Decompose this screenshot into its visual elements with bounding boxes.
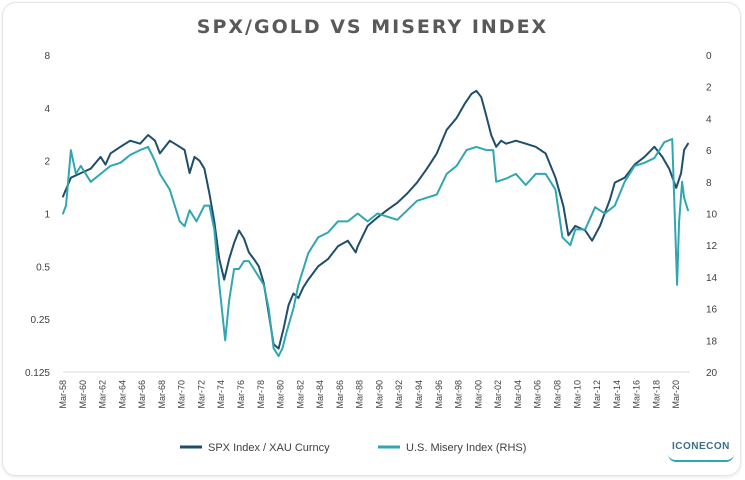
x-tick-label: Mar-96 [434,380,444,409]
x-tick-label: Mar-70 [177,380,187,409]
right-tick-label: 8 [706,178,712,189]
iconecon-logo: ICONECON [672,441,730,452]
x-tick-label: Mar-62 [98,380,108,409]
legend-label: U.S. Misery Index (RHS) [406,442,526,454]
x-tick-label: Mar-00 [473,380,483,409]
x-tick-label: Mar-74 [216,380,226,409]
right-tick-label: 10 [706,210,718,221]
x-tick-label: Mar-04 [513,380,523,409]
x-tick-label: Mar-82 [295,380,305,409]
chart-title: SPX/GOLD VS MISERY INDEX [196,16,549,38]
left-tick-label: 4 [44,104,50,115]
x-tick-label: Mar-90 [374,380,384,409]
left-tick-label: 0.125 [25,368,50,379]
right-tick-label: 16 [706,305,718,316]
left-tick-label: 8 [44,51,50,62]
right-tick-label: 12 [706,241,718,252]
x-tick-label: Mar-20 [671,380,681,409]
left-tick-label: 2 [44,157,50,168]
right-tick-label: 0 [706,51,712,62]
right-tick-label: 2 [706,83,712,94]
left-tick-label: 0.25 [31,315,51,326]
x-tick-label: Mar-88 [355,380,365,409]
x-tick-label: Mar-08 [552,380,562,409]
right-tick-label: 20 [706,368,718,379]
x-tick-label: Mar-16 [632,380,642,409]
x-tick-label: Mar-64 [117,380,127,409]
right-tick-label: 14 [706,273,718,284]
left-tick-label: 0.5 [36,262,50,273]
logo-swoosh [668,440,734,462]
chart-card [2,2,741,476]
x-tick-label: Mar-92 [394,380,404,409]
x-tick-label: Mar-58 [58,380,68,409]
x-tick-label: Mar-68 [157,380,167,409]
x-tick-label: Mar-60 [78,380,88,409]
x-tick-label: Mar-18 [651,380,661,409]
x-tick-label: Mar-76 [236,380,246,409]
x-tick-label: Mar-10 [572,380,582,409]
x-tick-label: Mar-02 [493,380,503,409]
right-tick-label: 6 [706,146,712,157]
legend-label: SPX Index / XAU Curncy [208,442,330,454]
series-line-spx-gold [62,89,689,350]
right-tick-label: 4 [706,114,712,125]
x-tick-label: Mar-84 [315,380,325,409]
x-tick-label: Mar-86 [335,380,345,409]
x-tick-label: Mar-12 [592,380,602,409]
right-tick-label: 18 [706,336,718,347]
x-tick-label: Mar-14 [612,380,622,409]
x-tick-label: Mar-98 [454,380,464,409]
left-tick-label: 1 [44,210,50,221]
x-tick-label: Mar-06 [533,380,543,409]
x-tick-label: Mar-72 [196,380,206,409]
series-line-misery-index [62,138,689,358]
x-tick-label: Mar-78 [256,380,266,409]
x-tick-label: Mar-94 [414,380,424,409]
x-tick-label: Mar-80 [276,380,286,409]
x-tick-label: Mar-66 [137,380,147,409]
